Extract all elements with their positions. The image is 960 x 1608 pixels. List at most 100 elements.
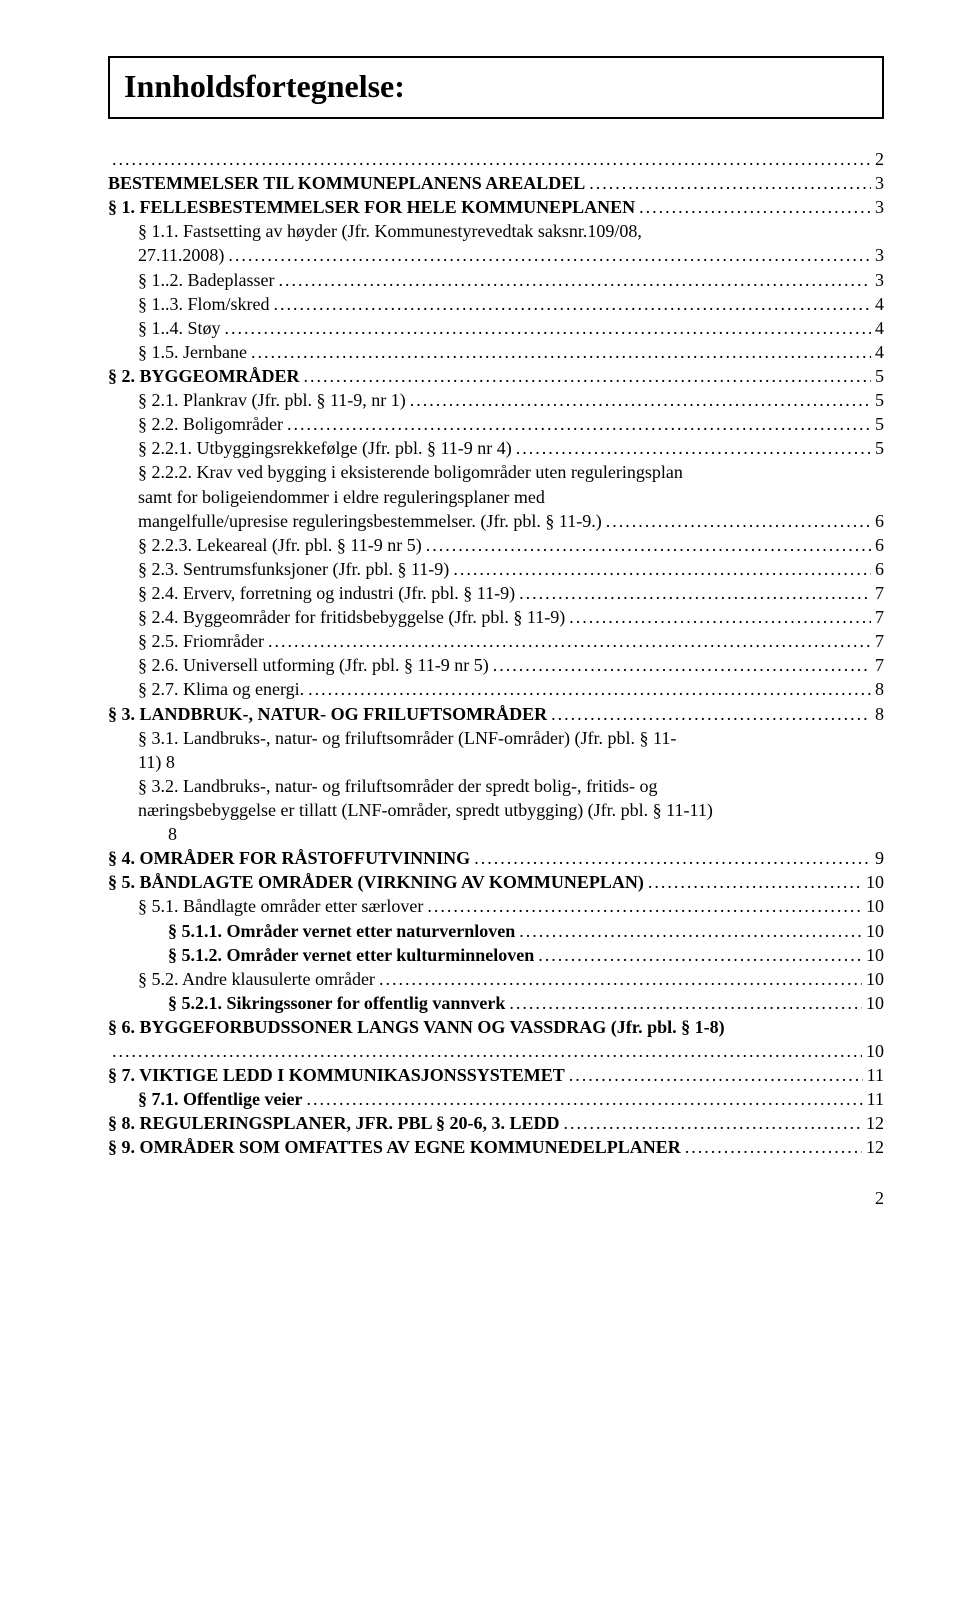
toc-leader — [519, 581, 871, 599]
toc-leader — [225, 316, 871, 334]
toc-label: § 2.2. Boligområder — [138, 412, 283, 436]
toc-leader — [427, 894, 862, 912]
toc-entry: § 7.1. Offentlige veier 11 — [108, 1087, 884, 1111]
toc-label: § 2.6. Universell utforming (Jfr. pbl. §… — [138, 653, 489, 677]
toc-page: 7 — [875, 629, 884, 653]
toc-entry: § 3.1. Landbruks-, natur- og friluftsomr… — [108, 726, 884, 774]
toc-label: § 7. VIKTIGE LEDD I KOMMUNIKASJONSSYSTEM… — [108, 1063, 565, 1087]
toc-entry: § 5.2.1. Sikringssoner for offentlig van… — [108, 991, 884, 1015]
toc-label: § 2. BYGGEOMRÅDER — [108, 364, 300, 388]
toc-entry: § 5. BÅNDLAGTE OMRÅDER (VIRKNING AV KOMM… — [108, 870, 884, 894]
toc-leader — [551, 702, 871, 720]
toc-entry: § 3.2. Landbruks-, natur- og friluftsomr… — [108, 774, 884, 846]
toc-entry: § 1..2. Badeplasser3 — [108, 268, 884, 292]
toc-leader — [379, 967, 862, 985]
toc-page: 11 — [867, 1063, 884, 1087]
page-number: 2 — [108, 1188, 884, 1209]
toc-leader — [516, 436, 871, 454]
toc-entry: BESTEMMELSER TIL KOMMUNEPLANENS AREALDEL… — [108, 171, 884, 195]
toc-leader — [426, 533, 871, 551]
page-title: Innholdsfortegnelse: — [124, 68, 405, 104]
toc-leader — [493, 653, 871, 671]
toc-label: næringsbebyggelse er tillatt (LNF-område… — [108, 798, 884, 822]
toc-entry: § 7. VIKTIGE LEDD I KOMMUNIKASJONSSYSTEM… — [108, 1063, 884, 1087]
toc-page: 5 — [875, 364, 884, 388]
toc-leader — [589, 171, 871, 189]
toc-entry: § 2.1. Plankrav (Jfr. pbl. § 11-9, nr 1)… — [108, 388, 884, 412]
toc-page: 3 — [875, 171, 884, 195]
toc-page: 2 — [875, 147, 884, 171]
toc-label: BESTEMMELSER TIL KOMMUNEPLANENS AREALDEL — [108, 171, 585, 195]
toc-label: § 7.1. Offentlige veier — [138, 1087, 302, 1111]
toc-entry: § 4. OMRÅDER FOR RÅSTOFFUTVINNING 9 — [108, 846, 884, 870]
toc-label: § 1. FELLESBESTEMMELSER FOR HELE KOMMUNE… — [108, 195, 635, 219]
toc-leader — [509, 991, 862, 1009]
toc-page: 9 — [875, 846, 884, 870]
toc-leader — [251, 340, 871, 358]
toc-label: 11) 8 — [108, 750, 884, 774]
toc-page: 10 — [866, 1039, 884, 1063]
toc-page: 12 — [866, 1135, 884, 1159]
toc-entry: § 6. BYGGEFORBUDSSONER LANGS VANN OG VAS… — [108, 1015, 884, 1063]
toc-label: § 2.7. Klima og energi. — [138, 677, 304, 701]
toc-leader — [639, 195, 871, 213]
toc-entry: § 1..3. Flom/skred4 — [108, 292, 884, 316]
toc-page: 8 — [875, 702, 884, 726]
toc-page: 6 — [875, 533, 884, 557]
table-of-contents: 2BESTEMMELSER TIL KOMMUNEPLANENS AREALDE… — [108, 147, 884, 1160]
toc-label: § 2.3. Sentrumsfunksjoner (Jfr. pbl. § 1… — [138, 557, 449, 581]
toc-label: § 4. OMRÅDER FOR RÅSTOFFUTVINNING — [108, 846, 470, 870]
toc-entry: § 3. LANDBRUK-, NATUR- OG FRILUFTSOMRÅDE… — [108, 702, 884, 726]
toc-label: samt for boligeiendommer i eldre reguler… — [108, 485, 884, 509]
toc-leader — [287, 412, 871, 430]
toc-leader — [538, 943, 862, 961]
toc-entry: § 2.2. Boligområder5 — [108, 412, 884, 436]
toc-page: 12 — [866, 1111, 884, 1135]
toc-label: § 1..4. Støy — [138, 316, 221, 340]
toc-leader — [410, 388, 871, 406]
toc-label: § 1.1. Fastsetting av høyder (Jfr. Kommu… — [108, 219, 884, 243]
toc-label: 27.11.2008) — [138, 243, 224, 267]
toc-page: 3 — [875, 195, 884, 219]
toc-leader — [112, 147, 871, 165]
toc-label: § 2.2.3. Lekeareal (Jfr. pbl. § 11-9 nr … — [138, 533, 422, 557]
toc-page: 4 — [875, 316, 884, 340]
toc-page: 5 — [875, 388, 884, 412]
toc-leader — [304, 364, 871, 382]
toc-label: § 5. BÅNDLAGTE OMRÅDER (VIRKNING AV KOMM… — [108, 870, 644, 894]
toc-label: § 3.2. Landbruks-, natur- og friluftsomr… — [108, 774, 884, 798]
toc-label: § 5.2. Andre klausulerte områder — [138, 967, 375, 991]
toc-entry: § 2.2.3. Lekeareal (Jfr. pbl. § 11-9 nr … — [108, 533, 884, 557]
toc-label: § 9. OMRÅDER SOM OMFATTES AV EGNE KOMMUN… — [108, 1135, 681, 1159]
toc-page: 6 — [875, 557, 884, 581]
toc-entry: § 2.6. Universell utforming (Jfr. pbl. §… — [108, 653, 884, 677]
toc-entry: § 8. REGULERINGSPLANER, JFR. PBL § 20-6,… — [108, 1111, 884, 1135]
toc-leader — [569, 605, 871, 623]
toc-entry: § 1.1. Fastsetting av høyder (Jfr. Kommu… — [108, 219, 884, 267]
toc-page: 10 — [866, 870, 884, 894]
toc-label: § 3.1. Landbruks-, natur- og friluftsomr… — [108, 726, 884, 750]
toc-page: 3 — [875, 243, 884, 267]
toc-leader — [274, 292, 871, 310]
toc-label: § 2.4. Erverv, forretning og industri (J… — [138, 581, 515, 605]
toc-entry: § 2.5. Friområder7 — [108, 629, 884, 653]
toc-entry: § 2.4. Byggeområder for fritidsbebyggels… — [108, 605, 884, 629]
toc-leader — [685, 1135, 862, 1153]
toc-page: 4 — [875, 292, 884, 316]
toc-page: 5 — [875, 436, 884, 460]
toc-label: § 1..2. Badeplasser — [138, 268, 274, 292]
toc-label: § 5.2.1. Sikringssoner for offentlig van… — [168, 991, 505, 1015]
toc-page: 4 — [875, 340, 884, 364]
toc-entry: § 2.3. Sentrumsfunksjoner (Jfr. pbl. § 1… — [108, 557, 884, 581]
toc-leader — [519, 919, 862, 937]
toc-entry: § 2.2.2. Krav ved bygging i eksisterende… — [108, 460, 884, 532]
toc-entry: § 2.2.1. Utbyggingsrekkefølge (Jfr. pbl.… — [108, 436, 884, 460]
toc-label: § 5.1. Båndlagte områder etter særlover — [138, 894, 423, 918]
toc-page: 10 — [866, 991, 884, 1015]
toc-page: 11 — [867, 1087, 884, 1111]
title-box: Innholdsfortegnelse: — [108, 56, 884, 119]
toc-leader — [648, 870, 862, 888]
toc-leader — [569, 1063, 863, 1081]
toc-entry: § 2. BYGGEOMRÅDER 5 — [108, 364, 884, 388]
toc-entry: § 2.4. Erverv, forretning og industri (J… — [108, 581, 884, 605]
